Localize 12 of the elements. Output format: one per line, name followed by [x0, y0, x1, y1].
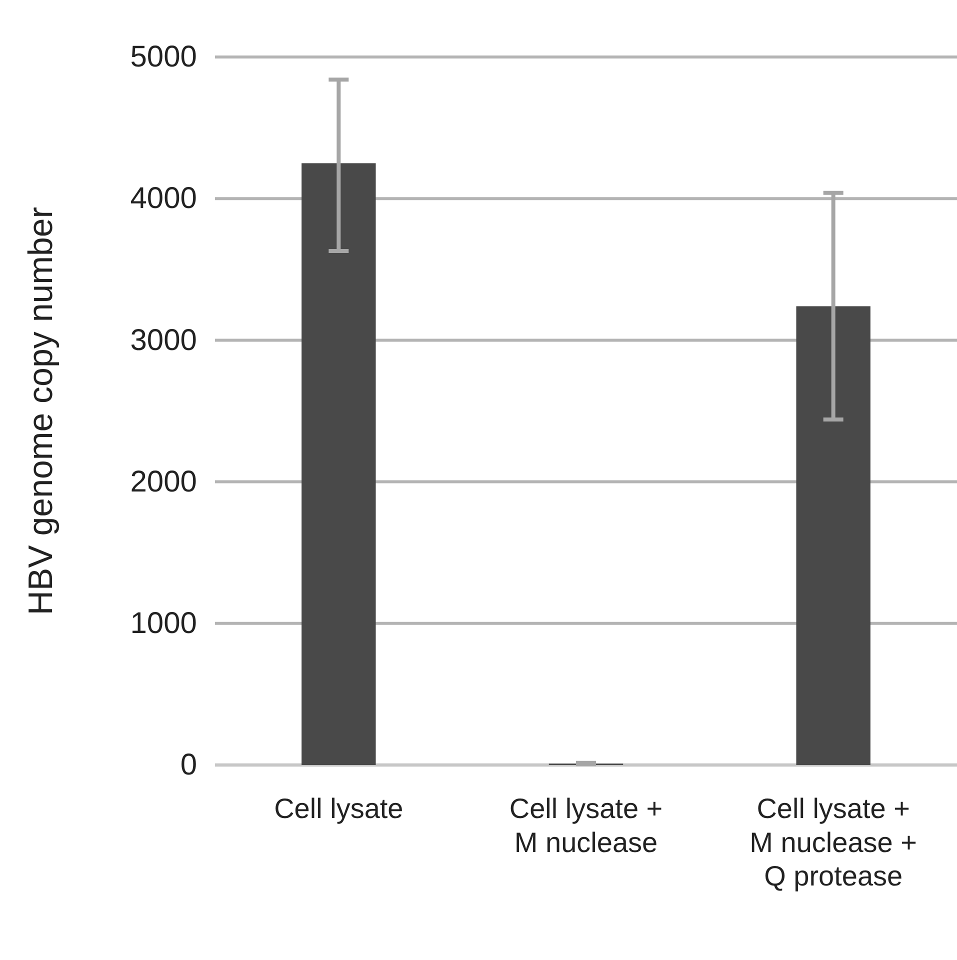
y-tick-label: 0 [180, 748, 197, 782]
y-tick-label: 4000 [130, 182, 197, 216]
x-tick-label: Cell lysate [274, 793, 404, 824]
y-tick-label: 5000 [130, 40, 197, 74]
y-tick-label: 2000 [130, 465, 197, 498]
bar [796, 306, 870, 765]
y-tick-label: 1000 [130, 607, 197, 640]
x-tick-label: Cell lysate + M nuclease [509, 793, 663, 858]
y-axis-title: HBV genome copy number [22, 206, 60, 616]
x-tick-label: Cell lysate + M nuclease + Q protease [750, 793, 917, 892]
y-tick-label: 3000 [130, 324, 197, 357]
bar [302, 163, 376, 765]
